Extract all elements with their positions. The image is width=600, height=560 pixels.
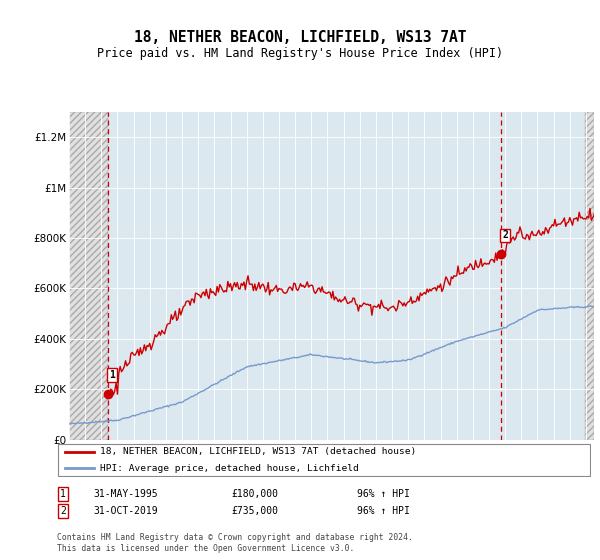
Text: 2: 2 <box>60 506 66 516</box>
Text: £180,000: £180,000 <box>231 489 278 499</box>
Text: 18, NETHER BEACON, LICHFIELD, WS13 7AT: 18, NETHER BEACON, LICHFIELD, WS13 7AT <box>134 30 466 45</box>
Text: 96% ↑ HPI: 96% ↑ HPI <box>357 489 410 499</box>
Text: HPI: Average price, detached house, Lichfield: HPI: Average price, detached house, Lich… <box>100 464 358 473</box>
Text: 31-OCT-2019: 31-OCT-2019 <box>93 506 158 516</box>
Bar <box>69 112 108 440</box>
Text: Contains HM Land Registry data © Crown copyright and database right 2024.
This d: Contains HM Land Registry data © Crown c… <box>57 533 413 553</box>
Text: 1: 1 <box>60 489 66 499</box>
Text: 18, NETHER BEACON, LICHFIELD, WS13 7AT (detached house): 18, NETHER BEACON, LICHFIELD, WS13 7AT (… <box>100 447 416 456</box>
Text: 2: 2 <box>502 231 508 240</box>
Bar <box>584 112 594 440</box>
Text: 1: 1 <box>109 370 115 380</box>
Text: £735,000: £735,000 <box>231 506 278 516</box>
Text: 96% ↑ HPI: 96% ↑ HPI <box>357 506 410 516</box>
FancyBboxPatch shape <box>58 444 590 476</box>
Text: Price paid vs. HM Land Registry's House Price Index (HPI): Price paid vs. HM Land Registry's House … <box>97 46 503 60</box>
Text: 31-MAY-1995: 31-MAY-1995 <box>93 489 158 499</box>
